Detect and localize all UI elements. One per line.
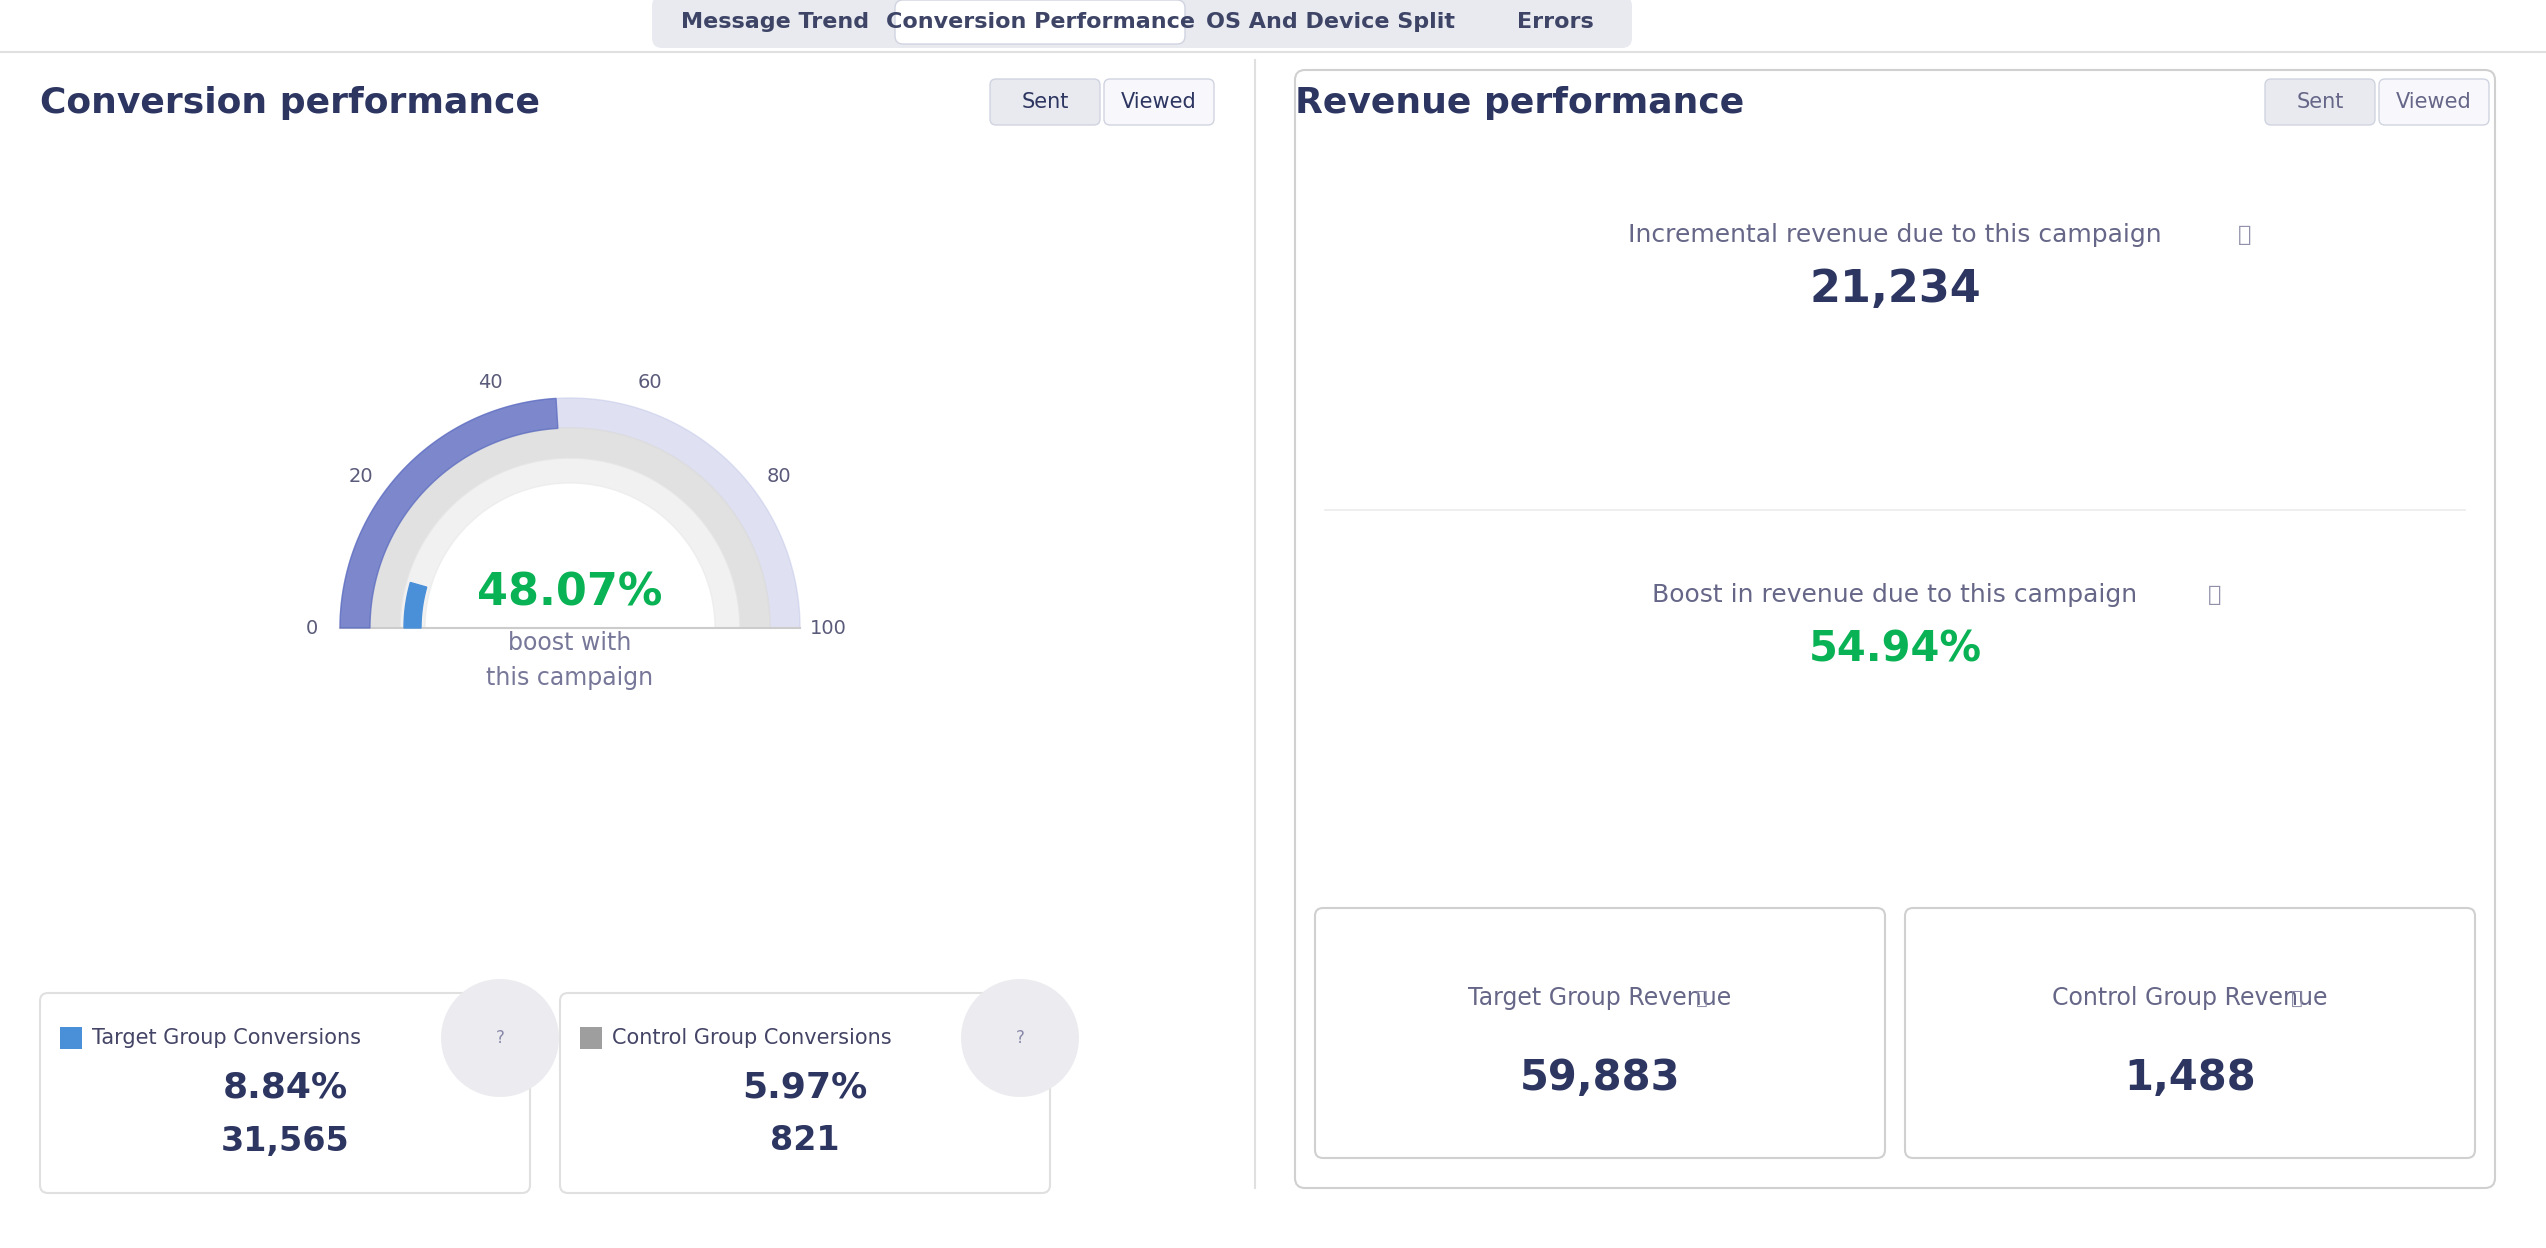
Text: OS And Device Split: OS And Device Split <box>1204 12 1454 32</box>
Text: Sent: Sent <box>1021 92 1069 112</box>
Text: Target Group Revenue: Target Group Revenue <box>1469 986 1731 1010</box>
Text: 100: 100 <box>810 619 845 638</box>
Text: 1,488: 1,488 <box>2123 1057 2256 1099</box>
Text: this campaign: this campaign <box>486 666 654 690</box>
FancyBboxPatch shape <box>41 993 530 1193</box>
Polygon shape <box>369 428 769 628</box>
Text: ?: ? <box>1016 1030 1023 1047</box>
Text: Viewed: Viewed <box>1120 92 1197 112</box>
Text: Control Group Conversions: Control Group Conversions <box>611 1028 891 1048</box>
Text: ⓘ: ⓘ <box>2238 225 2251 245</box>
Text: 80: 80 <box>766 467 792 485</box>
Text: Sent: Sent <box>2296 92 2345 112</box>
Text: Conversion performance: Conversion performance <box>41 86 540 120</box>
Text: Conversion Performance: Conversion Performance <box>886 12 1194 32</box>
Text: 21,234: 21,234 <box>1810 268 1981 312</box>
FancyBboxPatch shape <box>652 0 1632 47</box>
FancyBboxPatch shape <box>2266 79 2375 125</box>
FancyBboxPatch shape <box>1105 79 1214 125</box>
FancyBboxPatch shape <box>1904 909 2475 1158</box>
Polygon shape <box>400 458 741 628</box>
Text: Target Group Conversions: Target Group Conversions <box>92 1028 362 1048</box>
Text: 40: 40 <box>479 373 502 392</box>
Text: Boost in revenue due to this campaign: Boost in revenue due to this campaign <box>1652 583 2139 607</box>
Text: Control Group Revenue: Control Group Revenue <box>2052 986 2327 1010</box>
FancyBboxPatch shape <box>896 0 1184 44</box>
FancyBboxPatch shape <box>560 993 1049 1193</box>
Text: Errors: Errors <box>1517 12 1594 32</box>
Text: Revenue performance: Revenue performance <box>1296 86 1744 120</box>
FancyBboxPatch shape <box>1296 70 2495 1188</box>
Text: 31,565: 31,565 <box>222 1124 349 1157</box>
Text: ⓘ: ⓘ <box>1696 988 1708 1007</box>
Text: Incremental revenue due to this campaign: Incremental revenue due to this campaign <box>1629 223 2162 247</box>
Text: ?: ? <box>496 1030 504 1047</box>
Text: Message Trend: Message Trend <box>680 12 868 32</box>
Text: 8.84%: 8.84% <box>222 1071 349 1104</box>
Text: 0: 0 <box>306 619 318 638</box>
Text: 821: 821 <box>771 1124 840 1157</box>
Text: ⓘ: ⓘ <box>2207 585 2223 605</box>
FancyBboxPatch shape <box>1314 909 1884 1158</box>
FancyBboxPatch shape <box>61 1027 81 1050</box>
Polygon shape <box>341 398 799 628</box>
Text: 5.97%: 5.97% <box>743 1071 868 1104</box>
Polygon shape <box>341 398 558 628</box>
Text: 20: 20 <box>349 467 374 485</box>
FancyBboxPatch shape <box>990 79 1100 125</box>
Text: 59,883: 59,883 <box>1520 1057 1680 1099</box>
Text: 60: 60 <box>636 373 662 392</box>
Text: 48.07%: 48.07% <box>476 572 662 614</box>
Text: 54.94%: 54.94% <box>1808 629 1981 671</box>
Polygon shape <box>405 583 428 628</box>
Text: ⓘ: ⓘ <box>2291 988 2302 1007</box>
FancyBboxPatch shape <box>580 1027 601 1050</box>
FancyBboxPatch shape <box>2378 79 2490 125</box>
Text: boost with: boost with <box>509 631 631 655</box>
Text: Viewed: Viewed <box>2396 92 2472 112</box>
